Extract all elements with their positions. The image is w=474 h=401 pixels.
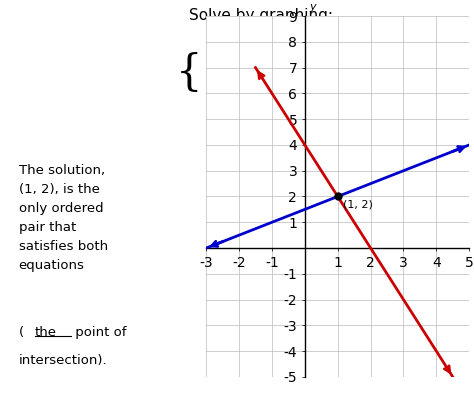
Text: {: {: [175, 52, 202, 94]
Text: -x + 2y = 3: -x + 2y = 3: [209, 35, 302, 50]
Text: (: (: [18, 326, 24, 338]
Text: 2x + y = 4: 2x + y = 4: [209, 91, 296, 107]
Text: point of: point of: [71, 326, 127, 338]
Text: (1, 2): (1, 2): [343, 199, 373, 209]
Text: y: y: [309, 2, 315, 12]
Text: the: the: [35, 326, 56, 338]
Text: Solve by graphing:: Solve by graphing:: [189, 8, 333, 22]
Text: The solution,
(1, 2), is the
only ordered
pair that
satisfies both
equations: The solution, (1, 2), is the only ordere…: [18, 164, 108, 272]
Text: intersection).: intersection).: [18, 354, 107, 367]
